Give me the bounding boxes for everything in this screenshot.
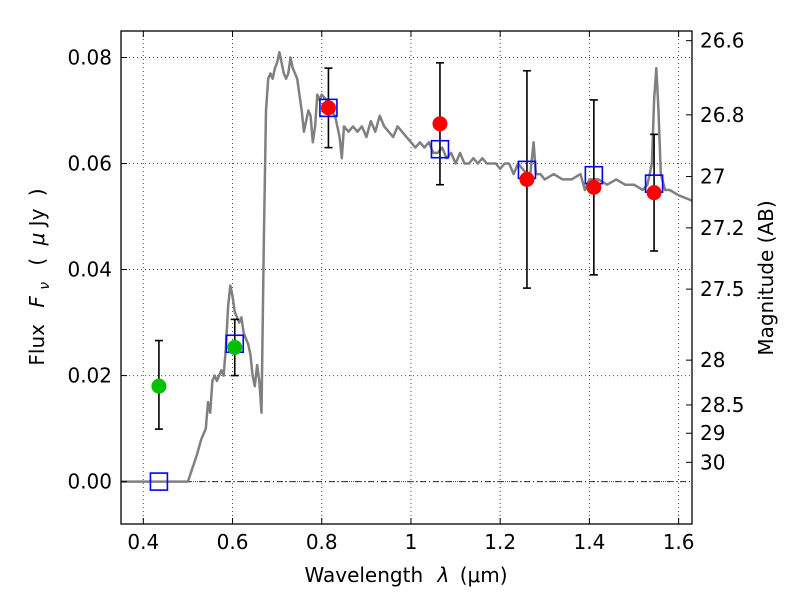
grid-lines	[121, 31, 692, 524]
model-square	[149, 472, 169, 491]
y-tick-label: 0.00	[67, 470, 112, 494]
mag-tick-label: 27.2	[700, 216, 745, 240]
red-point	[646, 185, 662, 201]
model-square	[430, 139, 450, 159]
y-tick-label: 0.04	[67, 258, 112, 282]
red-point	[432, 116, 448, 132]
mag-tick-label: 27.5	[700, 277, 745, 301]
x-tick-label: 1	[405, 530, 418, 554]
green-point	[227, 339, 243, 355]
mag-tick-label: 29	[700, 421, 725, 445]
y-axis-label: Flux F ν ( μ Jy )	[25, 188, 54, 365]
mag-tick-label: 26.6	[700, 29, 745, 53]
x-tick-label: 0.6	[217, 530, 249, 554]
x-tick-label: 0.8	[306, 530, 338, 554]
green-point	[151, 378, 167, 394]
red-point	[586, 179, 602, 195]
axis-ticks: 0.4 0.6 0.8 1 1.2 1.4 1.6 0.00 0.02 0.04 0.06 0.08 2…	[67, 29, 744, 554]
x-axis-label: Wavelength λ (μm)	[304, 563, 507, 587]
y-tick-label: 0.02	[67, 364, 112, 388]
mag-tick-label: 27	[700, 165, 725, 189]
mag-tick-label: 28.5	[700, 393, 745, 417]
model-square	[319, 98, 338, 118]
mag-tick-label: 26.8	[700, 103, 745, 127]
mag-tick-label: 28	[700, 348, 725, 372]
x-tick-label: 1.4	[573, 530, 605, 554]
magnitude-axis-label: Magnitude (AB)	[754, 200, 778, 355]
x-tick-label: 1.6	[663, 530, 695, 554]
y-tick-label: 0.08	[67, 46, 112, 70]
red-point	[320, 100, 336, 116]
plot-frame	[120, 30, 693, 525]
plot-content	[121, 50, 693, 491]
mag-tick-label: 30	[700, 450, 725, 474]
sed-template-line	[121, 50, 693, 483]
x-tick-label: 1.2	[484, 530, 516, 554]
x-tick-label: 0.4	[127, 530, 159, 554]
red-point	[519, 171, 535, 187]
y-tick-label: 0.06	[67, 152, 112, 176]
